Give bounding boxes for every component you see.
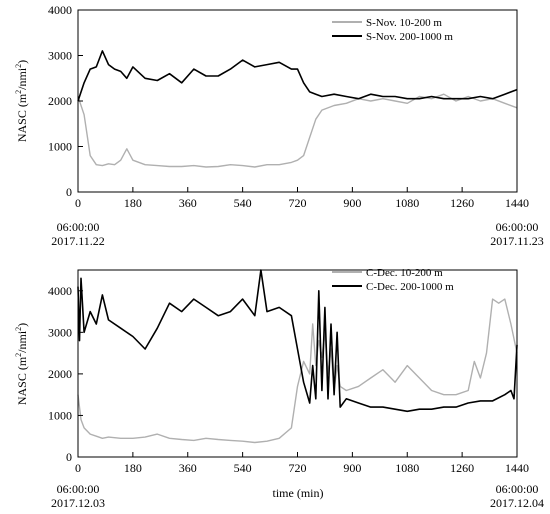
x-tick-label-nov-540: 540 bbox=[234, 196, 252, 210]
y-tick-label-nov-0: 0 bbox=[66, 185, 72, 199]
y-tick-label-dec-0: 0 bbox=[66, 450, 72, 464]
y-axis-label-dec: NASC (m2/nmi2) bbox=[14, 323, 29, 405]
legend-label-nov-1: S-Nov. 200-1000 m bbox=[366, 31, 453, 43]
x-tick-label-nov-1440: 1440 bbox=[505, 196, 529, 210]
y-tick-label-dec-2000: 2000 bbox=[48, 367, 72, 381]
plot-frame-dec bbox=[77, 269, 518, 458]
x-tick-label-nov-360: 360 bbox=[179, 196, 197, 210]
series-line-nov-0 bbox=[77, 93, 518, 168]
series-line-nov-1 bbox=[77, 50, 518, 102]
x-tick-label-nov-720: 720 bbox=[289, 196, 307, 210]
y-tick-label-nov-4000: 4000 bbox=[48, 3, 72, 17]
x-tick-label-dec-900: 900 bbox=[343, 461, 361, 475]
legend-label-nov-0: S-Nov. 10-200 m bbox=[366, 17, 442, 29]
legend-label-dec-0: C-Dec. 10-200 m bbox=[366, 267, 443, 279]
y-tick-label-dec-1000: 1000 bbox=[48, 408, 72, 422]
end-date-nov: 2017.11.23 bbox=[490, 234, 544, 248]
x-tick-label-nov-180: 180 bbox=[124, 196, 142, 210]
y-tick-label-dec-4000: 4000 bbox=[48, 284, 72, 298]
start-time-dec: 06:00:00 bbox=[57, 482, 100, 496]
x-tick-label-dec-360: 360 bbox=[179, 461, 197, 475]
y-tick-label-nov-3000: 3000 bbox=[48, 49, 72, 63]
x-tick-label-dec-1440: 1440 bbox=[505, 461, 529, 475]
chart-panel-nov: 0 180 360 540 720 900 1080 1260 1440 0 1000 2000 300… bbox=[14, 3, 544, 248]
y-tick-label-nov-1000: 1000 bbox=[48, 140, 72, 154]
start-time-nov: 06:00:00 bbox=[57, 220, 100, 234]
x-tick-label-nov-1260: 1260 bbox=[450, 196, 474, 210]
x-tick-label-nov-900: 900 bbox=[343, 196, 361, 210]
legend-nov: S-Nov. 10-200 m S-Nov. 200-1000 m bbox=[332, 17, 453, 43]
end-time-nov: 06:00:00 bbox=[496, 220, 539, 234]
x-tick-label-dec-540: 540 bbox=[234, 461, 252, 475]
end-date-dec: 2017.12.04 bbox=[490, 496, 544, 510]
x-tick-label-dec-1080: 1080 bbox=[395, 461, 419, 475]
x-tick-label-dec-1260: 1260 bbox=[450, 461, 474, 475]
series-line-dec-0 bbox=[77, 298, 518, 444]
x-tick-label-dec-180: 180 bbox=[124, 461, 142, 475]
x-tick-label-nov-0: 0 bbox=[75, 196, 81, 210]
x-tick-label-dec-720: 720 bbox=[289, 461, 307, 475]
start-date-nov: 2017.11.22 bbox=[51, 234, 105, 248]
legend-dec: C-Dec. 10-200 m C-Dec. 200-1000 m bbox=[332, 267, 454, 293]
start-date-dec: 2017.12.03 bbox=[51, 496, 105, 510]
y-tick-label-dec-3000: 3000 bbox=[48, 325, 72, 339]
end-time-dec: 06:00:00 bbox=[496, 482, 539, 496]
x-tick-label-nov-1080: 1080 bbox=[395, 196, 419, 210]
x-tick-label-dec-0: 0 bbox=[75, 461, 81, 475]
y-axis-label-nov: NASC (m2/nmi2) bbox=[14, 60, 29, 142]
y-tick-label-nov-2000: 2000 bbox=[48, 94, 72, 108]
series-line-dec-1 bbox=[77, 269, 518, 413]
x-axis-label-dec: time (min) bbox=[273, 486, 324, 500]
chart-panel-dec: 0 180 360 540 720 900 1080 1260 1440 0 1000 2000 300… bbox=[14, 267, 544, 510]
legend-label-dec-1: C-Dec. 200-1000 m bbox=[366, 281, 454, 293]
